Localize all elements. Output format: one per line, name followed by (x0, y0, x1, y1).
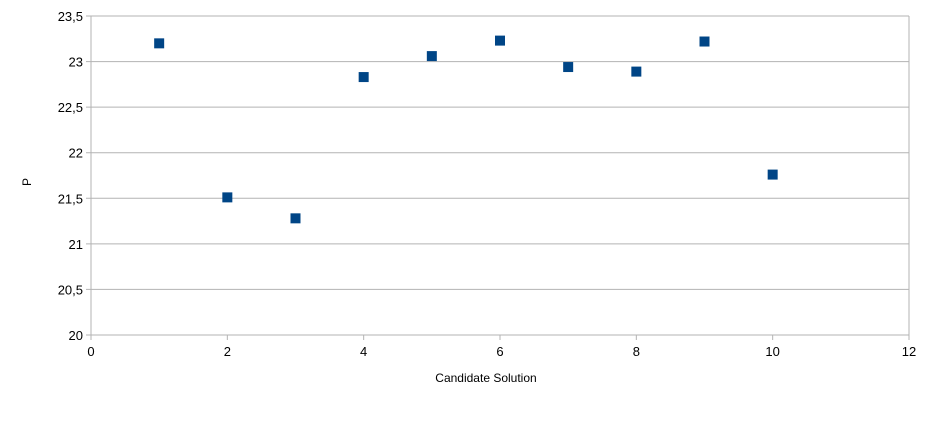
y-tick-label: 22 (69, 146, 83, 161)
x-tick-label: 8 (633, 344, 640, 359)
data-point (631, 66, 642, 77)
x-tick-label: 6 (496, 344, 503, 359)
y-tick-label: 21,5 (58, 191, 83, 206)
y-tick-label: 20 (69, 328, 83, 343)
data-point (495, 35, 505, 46)
y-axis-title: P (20, 178, 34, 186)
y-tick-label: 23 (69, 55, 83, 70)
x-axis-title: Candidate Solution (435, 371, 536, 385)
data-point (699, 36, 710, 47)
x-tick-label: 0 (87, 344, 94, 359)
y-axis-tick-labels: 20 20,5 21 21,5 22 22,5 23 23,5 (58, 9, 83, 343)
data-point (358, 72, 369, 83)
data-points (154, 35, 778, 224)
data-point (290, 213, 301, 224)
x-axis-tick-labels: 0 2 4 6 8 10 12 (87, 344, 916, 359)
x-tick-label: 4 (360, 344, 367, 359)
grid-lines (86, 15, 909, 336)
y-tick-label: 21 (69, 237, 83, 252)
x-tick-label: 2 (224, 344, 231, 359)
data-point (563, 62, 574, 73)
data-point (154, 38, 165, 49)
axes (90, 16, 910, 340)
y-tick-label: 20,5 (58, 282, 83, 297)
data-point (222, 192, 233, 203)
x-tick-label: 10 (765, 344, 779, 359)
x-tick-label: 12 (902, 344, 916, 359)
data-point (767, 169, 778, 180)
y-tick-label: 23,5 (58, 9, 83, 24)
y-tick-label: 22,5 (58, 100, 83, 115)
data-point (426, 51, 437, 62)
